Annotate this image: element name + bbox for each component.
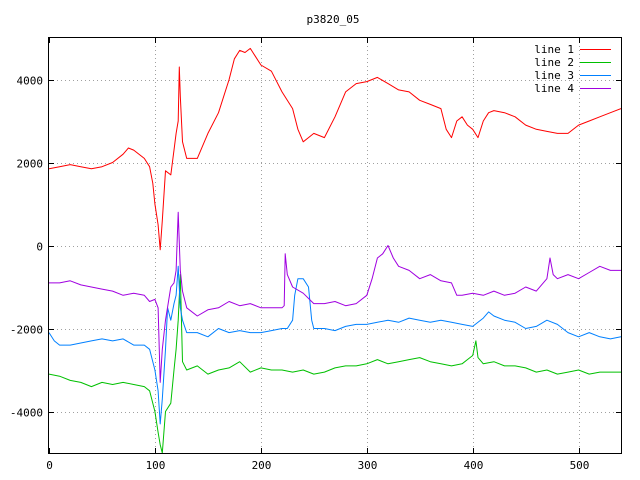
y-tick-label: -4000 [10, 407, 43, 420]
series-1-line [49, 47, 621, 251]
series-4-line [49, 211, 621, 383]
series-3-line [49, 265, 621, 425]
chart-title: p3820_05 [307, 13, 360, 26]
legend-label: line 1 [534, 43, 574, 56]
legend-label: line 2 [534, 56, 574, 69]
axis-ticks: 0 100 200 300 400 500 -4000 -2000 0 2000 4000 [10, 38, 621, 472]
y-tick-label: 4000 [17, 75, 44, 88]
series-lines [49, 47, 621, 453]
x-tick-label: 100 [146, 459, 166, 472]
y-tick-label: 0 [36, 241, 43, 254]
plot-frame [48, 37, 622, 454]
series-2-line [49, 274, 621, 453]
y-tick-label: 2000 [17, 158, 44, 171]
grid-lines [49, 38, 621, 453]
x-tick-label: 0 [46, 459, 53, 472]
x-tick-label: 500 [570, 459, 590, 472]
legend-label: line 3 [534, 69, 574, 82]
x-tick-label: 200 [252, 459, 272, 472]
y-tick-label: -2000 [10, 324, 43, 337]
x-tick-label: 400 [464, 459, 484, 472]
legend-label: line 4 [534, 82, 574, 95]
x-tick-label: 300 [358, 459, 378, 472]
